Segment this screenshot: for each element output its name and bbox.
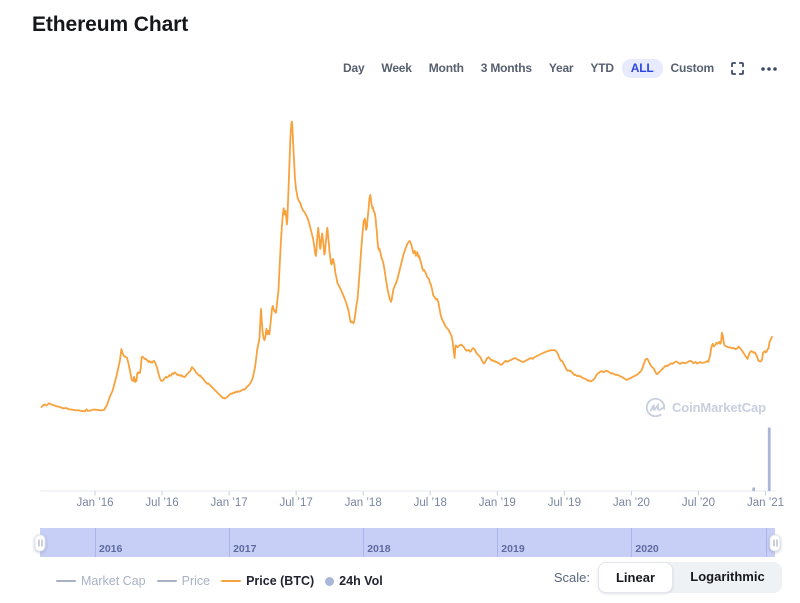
x-axis-label: Jul ’16	[145, 497, 179, 509]
x-axis-label: Jan ’20	[612, 497, 650, 509]
volume-bar	[752, 487, 756, 491]
navigator-year-label: 2016	[99, 543, 123, 555]
watermark-text: CoinMarketCap	[671, 400, 766, 415]
x-axis-label: Jul ’20	[681, 497, 716, 509]
navigator-right-handle[interactable]	[769, 534, 781, 551]
navigator-left-handle[interactable]	[34, 534, 46, 551]
scale-option-linear[interactable]: Linear	[598, 562, 673, 593]
scale-segmented-control: Linear Logarithmic	[598, 562, 782, 593]
legend-line-swatch	[56, 580, 76, 582]
navigator-year-label: 2019	[501, 543, 525, 555]
legend-item-24h-vol[interactable]: 24h Vol	[325, 574, 383, 588]
x-axis-label: Jan ’19	[478, 497, 516, 509]
navigator-year-separator	[95, 528, 96, 557]
x-axis-label: Jan ’21	[746, 497, 785, 509]
range-option-ytd[interactable]: YTD	[590, 61, 614, 75]
coinmarketcap-watermark: CoinMarketCap	[645, 397, 766, 418]
navigator-year-separator	[765, 528, 767, 557]
scale-option-logarithmic[interactable]: Logarithmic	[690, 569, 765, 584]
range-option-month[interactable]: Month	[428, 61, 464, 75]
more-options-icon[interactable]	[761, 66, 777, 71]
navigator-year-separator	[229, 528, 231, 557]
navigator-year-label: 2020	[635, 543, 659, 555]
navigator-year-separator	[497, 528, 499, 557]
x-axis-label: Jul ’18	[413, 497, 447, 509]
x-axis-label: Jan ’18	[344, 497, 382, 509]
range-selector: Day Week Month 3 Months Year YTD ALL Custom	[343, 59, 777, 78]
legend-label: Price	[181, 574, 211, 588]
navigator-year-label: 2018	[367, 543, 391, 555]
range-option-custom[interactable]: Custom	[670, 61, 715, 75]
scale-toggle: Scale: Linear Logarithmic	[554, 562, 782, 593]
legend-item-price-btc-[interactable]: Price (BTC)	[221, 574, 314, 588]
range-option-week[interactable]: Week	[381, 61, 412, 75]
price-btc-line	[40, 120, 773, 413]
legend-line-swatch	[156, 580, 177, 582]
x-axis-label: Jul ’19	[547, 497, 581, 509]
range-option-day[interactable]: Day	[343, 61, 365, 75]
legend-item-price[interactable]: Price	[156, 574, 211, 588]
volume-bar	[767, 427, 771, 491]
legend-item-market-cap[interactable]: Market Cap	[56, 574, 146, 588]
legend-label: Price (BTC)	[246, 574, 315, 588]
page-title: Ethereum Chart	[32, 13, 189, 36]
range-option-all[interactable]: ALL	[621, 59, 663, 78]
chart-legend: Market Cap Price Price (BTC) 24h Vol	[56, 570, 383, 592]
legend-dot-swatch	[325, 576, 335, 586]
x-axis-label: Jul ’17	[279, 497, 313, 509]
legend-line-swatch	[221, 580, 242, 582]
x-axis-label: Jan ’16	[76, 497, 114, 509]
navigator-year-separator	[631, 528, 633, 557]
chart-navigator[interactable]: 2016 2017 2018 2019 2020	[34, 528, 781, 557]
coinmarketcap-logo-icon	[645, 397, 666, 418]
legend-label: 24h Vol	[339, 574, 383, 588]
navigator-year-label: 2017	[233, 543, 257, 555]
scale-label: Scale:	[553, 570, 590, 585]
navigator-year-separator	[363, 528, 365, 557]
x-axis-label: Jan ’17	[210, 497, 248, 509]
fullscreen-icon[interactable]	[731, 62, 744, 75]
range-option-3-months[interactable]: 3 Months	[480, 61, 532, 75]
range-option-year[interactable]: Year	[548, 61, 574, 75]
legend-label: Market Cap	[81, 574, 146, 588]
